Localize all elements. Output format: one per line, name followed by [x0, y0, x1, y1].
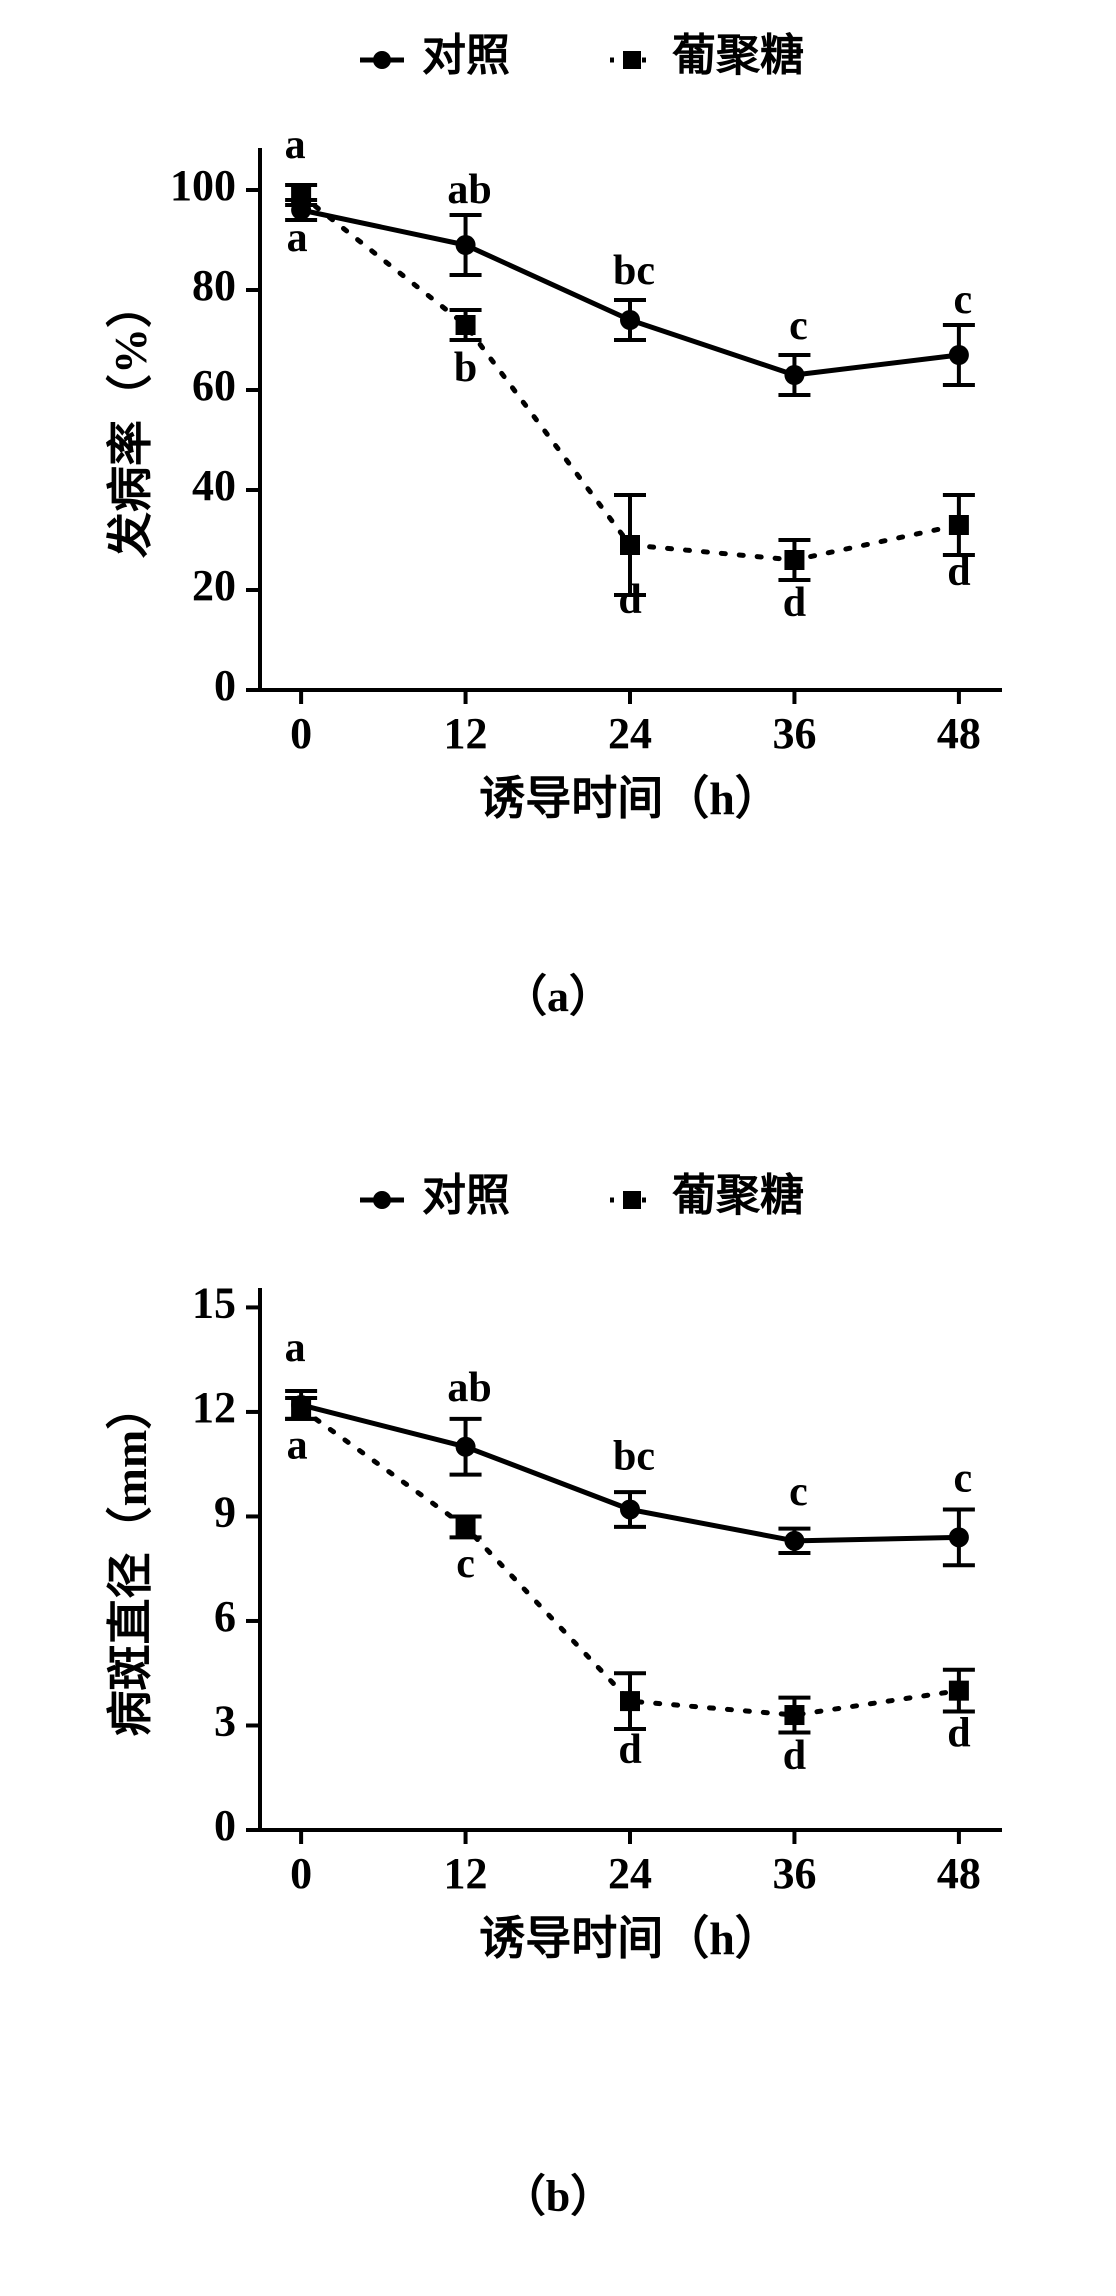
- chart-b-caption: （b）: [0, 2160, 1116, 2224]
- significance-label: d: [618, 577, 641, 623]
- y-tick-label: 9: [214, 1488, 236, 1537]
- data-point-square: [456, 1517, 476, 1537]
- chart-b: 03691215012243648诱导时间（h）病斑直径（mm）对照葡聚糖acd…: [40, 1140, 1076, 2040]
- x-tick-label: 36: [772, 709, 816, 758]
- data-point-square: [620, 1691, 640, 1711]
- legend-marker-circle: [373, 1191, 391, 1209]
- data-point-circle: [784, 365, 804, 385]
- significance-label: c: [789, 303, 808, 349]
- x-tick-label: 12: [444, 709, 488, 758]
- significance-label: d: [947, 1711, 970, 1757]
- y-tick-label: 60: [192, 361, 236, 410]
- y-tick-label: 80: [192, 261, 236, 310]
- y-tick-label: 15: [192, 1279, 236, 1328]
- x-tick-label: 0: [290, 1849, 312, 1898]
- data-point-square: [784, 1705, 804, 1725]
- legend-label: 对照: [422, 31, 510, 80]
- significance-label: ab: [447, 1365, 491, 1411]
- legend-label: 对照: [422, 1171, 510, 1220]
- chart-a: 0 20 40 60 80 100 0 12 24 36 48 诱导时间（h） 发病率（%） 对照 葡聚糖 a…: [40, 0, 1076, 900]
- significance-label: c: [954, 277, 973, 323]
- data-point-square: [784, 550, 804, 570]
- significance-label: d: [618, 1727, 641, 1773]
- significance-label: d: [783, 580, 806, 626]
- data-point-circle: [456, 235, 476, 255]
- y-axis-label: 病斑直径（mm）: [105, 1384, 156, 1737]
- data-point-circle: [291, 200, 311, 220]
- chart-a-caption: （a）: [0, 960, 1116, 1024]
- y-tick-label: 3: [214, 1697, 236, 1746]
- data-point-circle: [784, 1531, 804, 1551]
- data-point-circle: [291, 1395, 311, 1415]
- significance-label: d: [947, 549, 970, 595]
- x-axis-label: 诱导时间（h）: [479, 773, 781, 824]
- legend-label: 葡聚糖: [672, 31, 804, 80]
- x-axis-label: 诱导时间（h）: [479, 1913, 781, 1964]
- data-point-square: [620, 535, 640, 555]
- y-tick-label: 0: [214, 1801, 236, 1850]
- x-tick-label: 36: [772, 1849, 816, 1898]
- data-point-square: [949, 1681, 969, 1701]
- significance-label: c: [954, 1455, 973, 1501]
- legend-marker-square: [623, 1191, 641, 1209]
- y-tick-label: 100: [170, 161, 236, 210]
- data-point-square: [949, 515, 969, 535]
- y-tick-label: 0: [214, 661, 236, 710]
- significance-label: c: [789, 1469, 808, 1515]
- significance-label: a: [287, 1422, 308, 1468]
- y-axis-label: 发病率（%）: [105, 282, 156, 558]
- legend-marker-square: [623, 51, 641, 69]
- x-tick-label: 48: [937, 709, 981, 758]
- significance-label: d: [783, 1733, 806, 1779]
- significance-label: c: [456, 1541, 475, 1587]
- data-point-circle: [949, 345, 969, 365]
- y-tick-label: 40: [192, 461, 236, 510]
- data-point-square: [456, 315, 476, 335]
- x-tick-label: 24: [608, 709, 652, 758]
- significance-label: bc: [613, 248, 655, 294]
- significance-label: ab: [447, 167, 491, 213]
- chart-b-container: 03691215012243648诱导时间（h）病斑直径（mm）对照葡聚糖acd…: [40, 1140, 1076, 2040]
- x-tick-label: 24: [608, 1849, 652, 1898]
- significance-label: a: [285, 122, 306, 168]
- x-tick-label: 12: [444, 1849, 488, 1898]
- x-tick-label: 48: [937, 1849, 981, 1898]
- data-point-circle: [949, 1527, 969, 1547]
- significance-label: b: [454, 345, 477, 391]
- significance-label: bc: [613, 1433, 655, 1479]
- data-point-circle: [456, 1437, 476, 1457]
- x-tick-label: 0: [290, 709, 312, 758]
- y-tick-label: 6: [214, 1592, 236, 1641]
- chart-a-container: 0 20 40 60 80 100 0 12 24 36 48 诱导时间（h） 发病率（%） 对照 葡聚糖 a…: [40, 0, 1076, 900]
- significance-label: a: [285, 1325, 306, 1371]
- y-tick-label: 20: [192, 561, 236, 610]
- legend-label: 葡聚糖: [672, 1171, 804, 1220]
- legend-marker-circle: [373, 51, 391, 69]
- data-point-circle: [620, 310, 640, 330]
- data-point-circle: [620, 1499, 640, 1519]
- y-tick-label: 12: [192, 1383, 236, 1432]
